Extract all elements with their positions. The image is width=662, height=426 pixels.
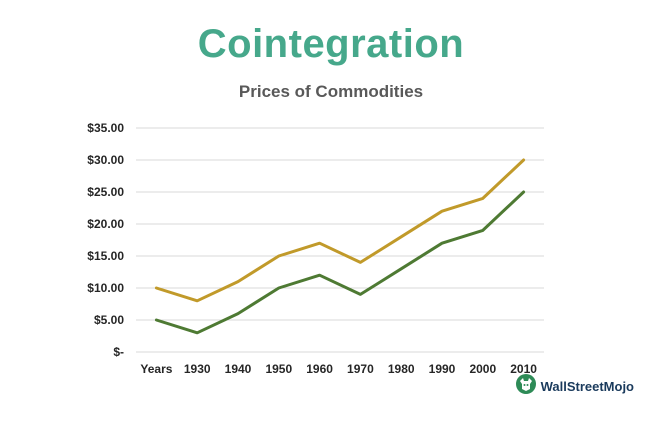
y-tick-label: $25.00 bbox=[87, 185, 124, 199]
x-tick-label: 1980 bbox=[388, 362, 415, 376]
x-tick-label: 2000 bbox=[469, 362, 496, 376]
x-tick-label: 1940 bbox=[225, 362, 252, 376]
x-tick-label: 1950 bbox=[265, 362, 292, 376]
x-axis-ticks: Years 1930 1940 1950 1960 1970 1980 1990 2000 201… bbox=[140, 362, 537, 376]
y-tick-label: $35.00 bbox=[87, 121, 124, 135]
x-tick-label: 1930 bbox=[184, 362, 211, 376]
x-tick-label: 1990 bbox=[429, 362, 456, 376]
series-line-2 bbox=[154, 190, 526, 335]
series-line-1 bbox=[154, 158, 526, 303]
y-axis-ticks: $- $5.00 $10.00 $15.00 $20.00 $25.00 $30.00 $35… bbox=[87, 121, 124, 359]
chart-title: Prices of Commodities bbox=[238, 82, 424, 101]
x-tick-label: 1970 bbox=[347, 362, 374, 376]
y-tick-label: $5.00 bbox=[94, 313, 124, 327]
page-title: Cointegration bbox=[197, 22, 465, 66]
x-tick-label: 2010 bbox=[510, 362, 537, 376]
series-lines bbox=[154, 158, 526, 335]
brand-name: WallStreetMojo bbox=[540, 379, 634, 394]
x-tick-label: Years bbox=[140, 362, 172, 376]
grid-lines bbox=[136, 127, 544, 353]
y-tick-label: $20.00 bbox=[87, 217, 124, 231]
y-tick-label: $30.00 bbox=[87, 153, 124, 167]
bull-icon bbox=[515, 373, 537, 400]
x-tick-label: 1960 bbox=[306, 362, 333, 376]
y-tick-label: $10.00 bbox=[87, 281, 124, 295]
brand-logo: WallStreetMojo bbox=[515, 373, 634, 400]
y-tick-label: $15.00 bbox=[87, 249, 124, 263]
y-tick-label: $- bbox=[113, 345, 124, 359]
